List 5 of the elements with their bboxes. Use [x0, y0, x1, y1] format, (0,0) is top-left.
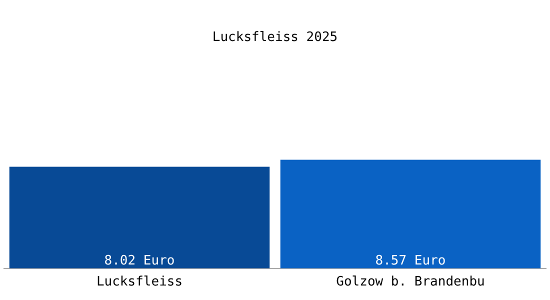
chart-title: Lucksfleiss 2025: [212, 30, 338, 46]
x-tick-label: Lucksfleiss: [96, 274, 183, 290]
x-tick-label: Golzow b. Brandenbu: [336, 274, 485, 290]
data-label: 8.02 Euro: [104, 253, 175, 268]
data-label: 8.57 Euro: [375, 253, 446, 268]
